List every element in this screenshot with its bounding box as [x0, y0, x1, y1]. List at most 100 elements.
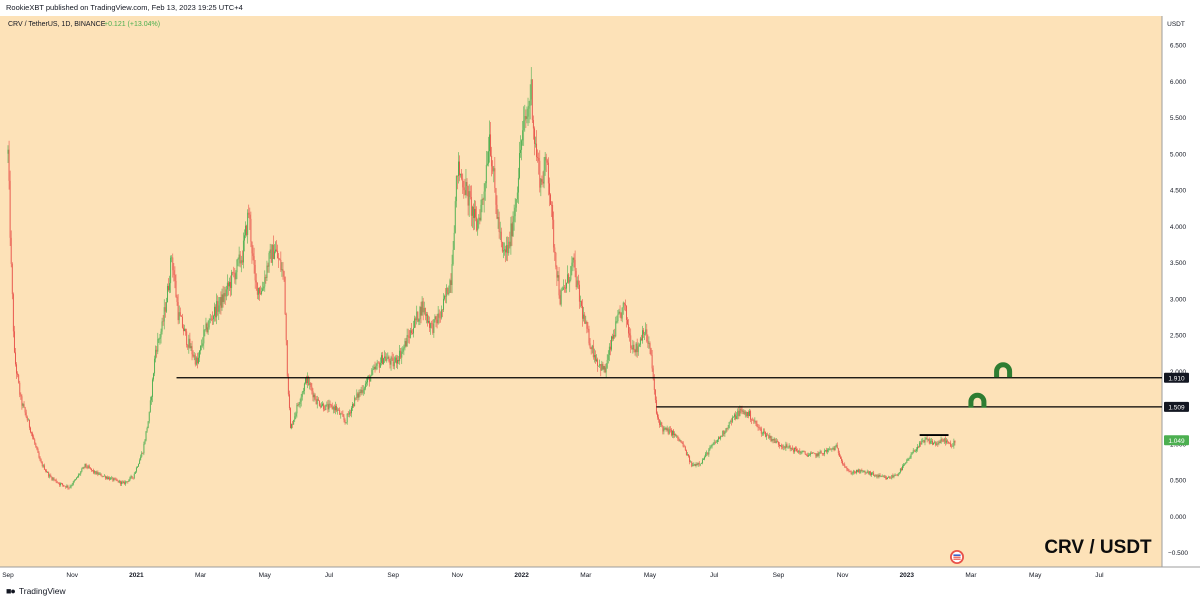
candle-body [913, 450, 915, 452]
candle-body [910, 454, 912, 458]
candle-body [873, 472, 875, 476]
x-tick-label: Nov [66, 572, 78, 579]
candle-body [113, 478, 115, 481]
chart-frame[interactable]: 6.500 6.000 5.500 5.000 4.500 4.000 3.500 3.000… [0, 16, 1200, 583]
candle-body [917, 446, 918, 450]
candle-body [88, 466, 90, 469]
candle-body [47, 472, 49, 473]
candle-body [293, 419, 295, 425]
candle-body [692, 464, 694, 467]
candle-body [604, 366, 606, 373]
candle-body [506, 245, 508, 253]
candle-body [794, 447, 795, 452]
candle-body [882, 476, 884, 478]
tradingview-logo[interactable]: ■● TradingView [6, 586, 66, 596]
candle-body [577, 280, 579, 285]
candle-body [362, 390, 364, 393]
candle-body [257, 288, 259, 295]
candle-body [404, 341, 406, 348]
candle-body [462, 178, 464, 188]
candle-body [575, 270, 577, 288]
flag-icon[interactable] [950, 550, 964, 564]
candle-body [896, 475, 898, 476]
candle-body [185, 328, 187, 332]
candle-body [819, 451, 821, 453]
levels-layer[interactable] [176, 377, 1162, 436]
candle-body [384, 356, 386, 359]
candle-body [546, 160, 548, 163]
candle-body [433, 319, 435, 333]
candle-body [589, 343, 591, 348]
candle-body [499, 231, 501, 233]
candle-body [383, 358, 385, 365]
candle-body [578, 284, 580, 302]
candle-body [620, 313, 622, 319]
candle-body [845, 466, 847, 468]
candle-body [757, 426, 759, 428]
candle-body [241, 260, 243, 263]
candle-body [276, 249, 278, 251]
candle-body [505, 249, 506, 253]
x-tick-label: Mar [195, 572, 207, 579]
candle-body [478, 217, 480, 221]
candle-body [559, 295, 561, 305]
candle-body [415, 318, 417, 321]
candle-body [207, 327, 209, 333]
candle-body [402, 348, 404, 352]
candle-body [392, 358, 394, 367]
candle-body [678, 438, 680, 441]
candle-body [753, 420, 755, 422]
candle-body [811, 453, 813, 454]
candle-body [742, 410, 744, 412]
candle-body [878, 475, 880, 477]
candle-body [399, 350, 401, 362]
price-chart[interactable]: 6.500 6.000 5.500 5.000 4.500 4.000 3.500 3.000… [0, 16, 1200, 583]
candle-body [755, 420, 757, 424]
candle-body [115, 478, 117, 481]
candle-body [918, 446, 920, 448]
candle-body [594, 354, 596, 361]
candle-body [363, 388, 365, 391]
candle-body [338, 409, 340, 411]
candle-body [150, 396, 152, 401]
candle-body [366, 382, 367, 384]
candle-body [412, 333, 413, 334]
y-tick-label: −0.500 [1168, 550, 1188, 557]
candle-body [389, 361, 391, 365]
symbol-title[interactable]: CRV / TetherUS, 1D, BINANCE [8, 21, 106, 28]
candle-body [675, 433, 677, 437]
candle-body [520, 149, 521, 154]
candle-body [949, 442, 951, 444]
candle-body [897, 473, 899, 476]
candle-body [552, 205, 554, 220]
candle-body [526, 116, 528, 119]
candle-body [642, 330, 643, 341]
x-tick-label: Mar [580, 572, 592, 579]
candle-body [417, 311, 419, 322]
candle-body [444, 296, 446, 299]
candle-body [297, 404, 299, 406]
candle-body [709, 447, 711, 450]
candle-body [859, 469, 861, 473]
plot-background [0, 16, 1162, 567]
candle-body [862, 471, 864, 472]
candle-body [939, 441, 941, 443]
candle-body [8, 149, 10, 181]
candle-body [216, 301, 218, 318]
candle-body [652, 368, 654, 379]
candle-body [744, 411, 746, 415]
candle-body [200, 346, 202, 351]
candle-body [773, 438, 775, 441]
candle-body [301, 392, 303, 397]
candle-body [66, 485, 68, 488]
candle-body [511, 223, 513, 237]
candle-body [255, 280, 257, 283]
candle-body [145, 431, 147, 441]
y-tick-label: 6.000 [1170, 79, 1187, 86]
candle-body [70, 485, 72, 487]
candle-body [429, 320, 431, 328]
candle-body [187, 345, 189, 348]
candle-body [869, 471, 871, 476]
candle-body [782, 446, 784, 448]
candle-body [395, 357, 397, 364]
